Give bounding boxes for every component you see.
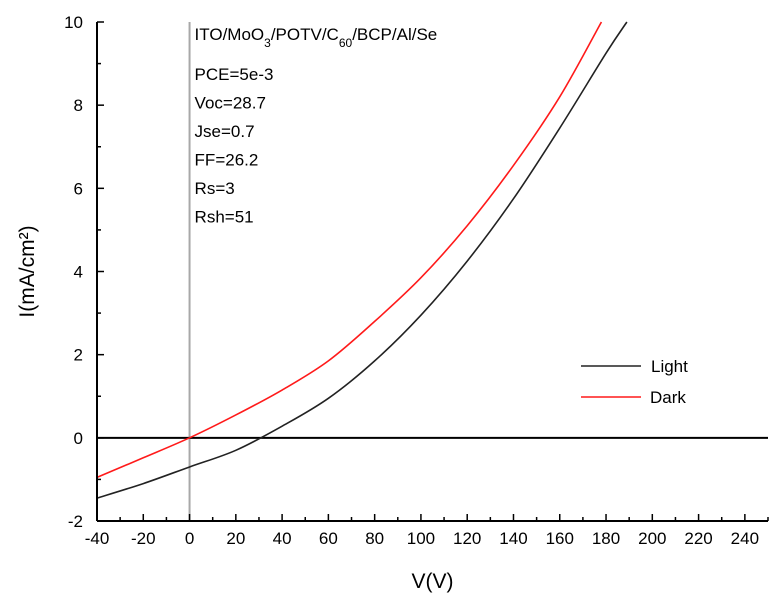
x-tick-label: 60 <box>319 529 338 548</box>
x-tick-label: -20 <box>131 529 156 548</box>
x-tick-label: 0 <box>185 529 194 548</box>
x-tick-label: 40 <box>273 529 292 548</box>
x-tick-label: 160 <box>546 529 574 548</box>
legend-label-light: Light <box>651 357 688 376</box>
parameter-label: PCE=5e-3 <box>195 65 274 84</box>
legend: Light Dark <box>581 357 688 407</box>
x-tick-label: 140 <box>499 529 527 548</box>
y-tick-label: 10 <box>64 13 83 32</box>
x-tick-label: 120 <box>453 529 481 548</box>
x-axis-title: V(V) <box>412 570 454 593</box>
parameter-label: Rs=3 <box>195 179 235 198</box>
y-tick-label: 2 <box>74 346 83 365</box>
series-line-light <box>96 21 628 499</box>
device-structure-label: ITO/MoO3/POTV/C60/BCP/Al/Se <box>195 25 438 50</box>
parameter-label: Voc=28.7 <box>195 94 266 113</box>
x-tick-label: -40 <box>85 529 110 548</box>
y-tick-label: 6 <box>74 179 83 198</box>
x-tick-label: 200 <box>638 529 666 548</box>
y-tick-label: 8 <box>74 96 83 115</box>
x-tick-label: 80 <box>365 529 384 548</box>
parameter-label: Jse=0.7 <box>195 122 255 141</box>
x-tick-label: 240 <box>731 529 759 548</box>
y-tick-label: -2 <box>68 512 83 531</box>
legend-label-dark: Dark <box>650 388 686 407</box>
x-tick-label: 20 <box>226 529 245 548</box>
parameter-label: Rsh=51 <box>195 208 254 227</box>
y-tick-label: 0 <box>74 429 83 448</box>
series-line-dark <box>96 21 603 479</box>
x-tick-label: 100 <box>407 529 435 548</box>
parameter-label: FF=26.2 <box>195 151 259 170</box>
y-tick-label: 4 <box>74 263 83 282</box>
x-tick-label: 180 <box>592 529 620 548</box>
x-tick-label: 220 <box>684 529 712 548</box>
y-axis-title: I(mA/cm²) <box>16 225 39 317</box>
